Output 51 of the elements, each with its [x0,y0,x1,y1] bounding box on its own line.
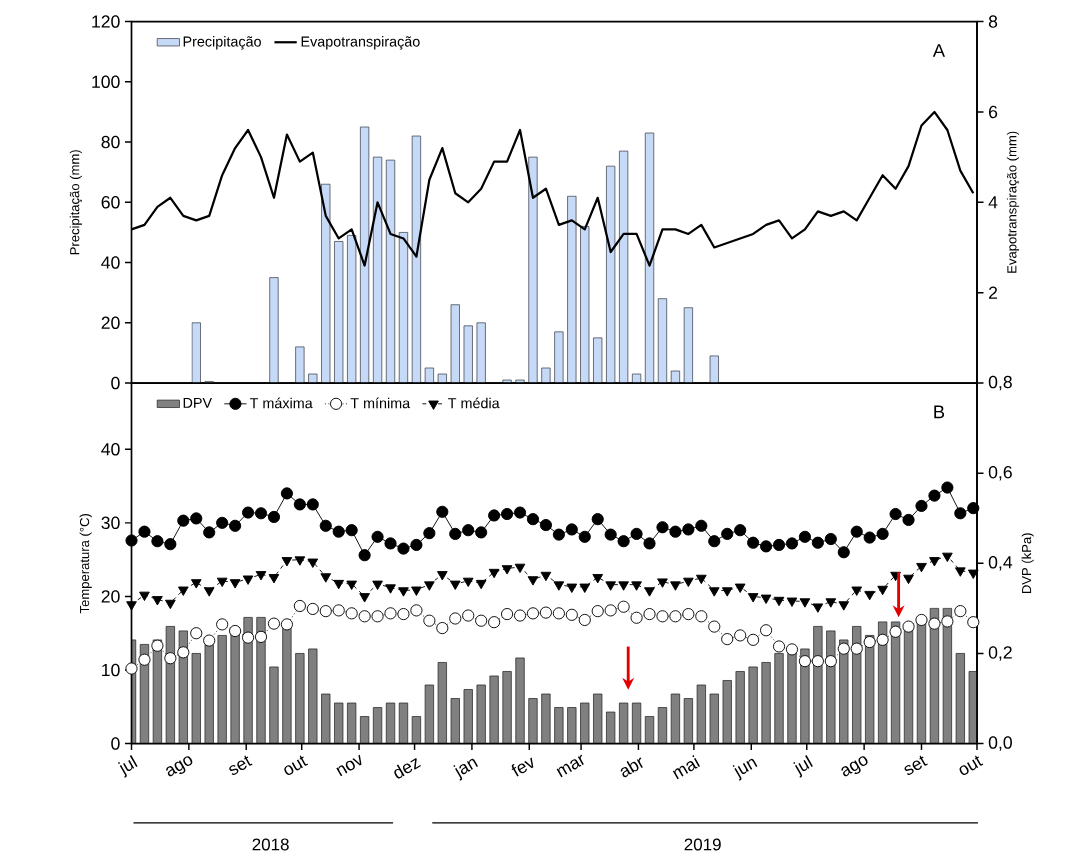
y2-tick-label: 6 [989,105,998,119]
y-tick-label: 0 [111,737,120,750]
y2-tick-label: 8 [988,15,998,28]
legend-label: T máxima [249,397,313,409]
text: 2018 [252,838,289,851]
x-tick-label: abr [620,757,643,778]
legend-label: Precipitação [183,35,261,50]
y-tick-label: 80 [101,135,120,149]
y2-axis-title: DVP (kPa) [1021,533,1034,593]
y2-tick-label: 0,0 [988,736,1012,751]
x-tick-label: ago [166,756,193,777]
y-tick-label: 120 [92,15,120,28]
legend-label: T média [448,397,500,409]
legend-label: T mínima [350,397,411,409]
y2-axis-title: Evapotranspiração (mm) [1006,131,1020,273]
legend-label: Evapotranspiração [301,35,420,50]
y-tick-label: 40 [101,442,120,456]
x-tick-label: jul [117,754,138,778]
x-tick-label: set [904,755,928,775]
x-tick-label: nov [336,754,362,777]
legend-label: DPV [183,397,212,408]
x-tick-label: jun [732,758,758,781]
y2-tick-label: 0,8 [988,375,1012,391]
y2-tick-label: 0,4 [988,555,1013,571]
x-tick-label: jan [453,758,479,781]
annotation: B [934,405,945,419]
annotation: A [932,44,946,57]
y-tick-label: 20 [101,590,120,603]
x-tick-label: mai [672,755,700,780]
text: 2019 [684,838,721,851]
y-tick-label: 30 [101,516,120,529]
y-tick-label: 0 [111,376,120,390]
x-tick-label: dez [394,757,421,779]
y2-tick-label: 0,2 [988,646,1012,661]
y-tick-label: 40 [101,256,120,269]
x-tick-label: out [284,755,309,775]
y2-tick-label: 0,6 [988,465,1012,481]
y-tick-label: 60 [101,195,120,209]
x-tick-label: jul [793,754,813,778]
y2-tick-label: 4 [988,196,998,209]
y-tick-label: 10 [102,663,120,677]
y-tick-label: 20 [101,316,120,329]
x-tick-label: out [959,755,984,775]
y-axis-title: Temperatura (°C) [79,513,92,614]
y-axis-title: Precipitação (mm) [69,150,82,255]
y-tick-label: 100 [92,75,120,88]
x-tick-label: ago [841,756,868,777]
x-tick-label: fev [511,757,534,777]
x-tick-label: mar [556,754,584,778]
x-tick-label: set [229,755,253,775]
y2-tick-label: 2 [989,286,998,299]
